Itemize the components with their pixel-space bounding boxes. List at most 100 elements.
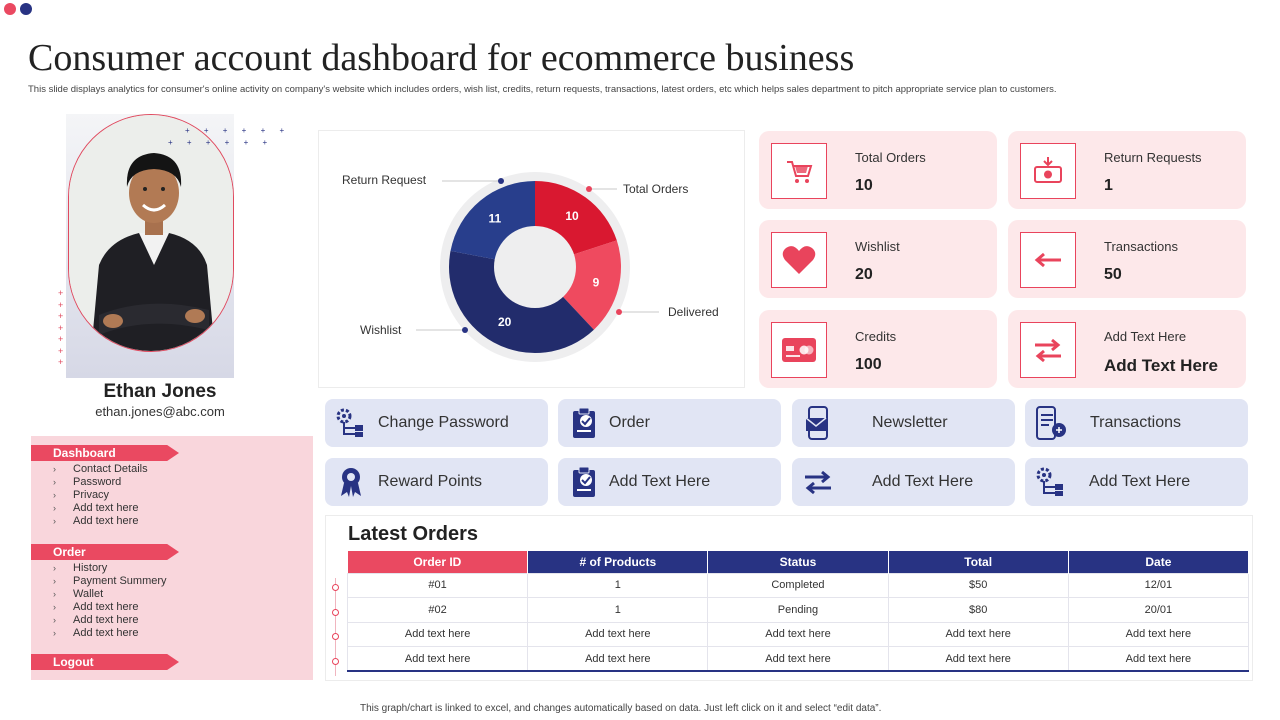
sidebar-item-add-text[interactable]: › Add text here <box>53 515 139 527</box>
stat-value: 10 <box>855 177 873 194</box>
stat-label: Wishlist <box>855 239 900 254</box>
sidebar-item-history[interactable]: › History <box>53 562 108 574</box>
sidebar-item-password[interactable]: › Password <box>53 476 122 488</box>
reward-points-button[interactable]: Reward Points <box>325 458 548 506</box>
cell-date: Add text here <box>1067 621 1250 647</box>
cell-order-id: #02 <box>346 597 529 623</box>
cell-date: 12/01 <box>1067 572 1250 598</box>
stat-card-return-requests[interactable]: Return Requests 1 <box>1008 131 1246 209</box>
donut-value-label: 11 <box>488 211 501 225</box>
stat-card-wishlist[interactable]: Wishlist 20 <box>759 220 997 298</box>
donut-value-label: 20 <box>498 315 512 329</box>
page-title: Consumer account dashboard for ecommerce… <box>28 37 855 79</box>
sidebar-item-wallet[interactable]: › Wallet <box>53 588 104 600</box>
table-header-row: Order ID # of Products Status Total Date <box>347 551 1250 573</box>
column-header-date[interactable]: Date <box>1068 551 1250 573</box>
stat-card-add-text[interactable]: Add Text Here Add Text Here <box>1008 310 1246 388</box>
leader-lines <box>416 180 659 331</box>
donut-value-label: 10 <box>565 209 579 223</box>
credit-card-icon <box>771 322 827 378</box>
table-row[interactable]: #01 1 Completed $50 12/01 <box>346 572 1250 598</box>
gear-network-icon <box>1033 464 1069 500</box>
stat-card-total-orders[interactable]: Total Orders 10 <box>759 131 997 209</box>
leader-dot-return <box>498 178 504 184</box>
profile-photo <box>66 114 236 380</box>
shopping-cart-icon <box>771 143 827 199</box>
cell-products: Add text here <box>527 621 709 647</box>
sidebar-item-add-text[interactable]: › Add text here <box>53 502 139 514</box>
order-label: Order <box>609 414 650 431</box>
sidebar-item-add-text[interactable]: › Add text here <box>53 601 139 613</box>
row-marker <box>330 578 344 603</box>
gear-network-icon <box>333 405 369 441</box>
sidebar-item-payment-summery[interactable]: › Payment Summery <box>53 575 167 587</box>
cell-total: Add text here <box>887 621 1069 647</box>
cell-status: Completed <box>707 572 889 598</box>
legend-label-total-orders: Total Orders <box>623 182 689 196</box>
cell-status: Add text here <box>707 646 889 672</box>
sidebar-section-dashboard[interactable]: Dashboard <box>31 445 179 461</box>
stat-card-transactions[interactable]: Transactions 50 <box>1008 220 1246 298</box>
newsletter-button[interactable]: Newsletter <box>792 399 1015 447</box>
leader-dot-total <box>586 186 592 192</box>
stat-card-credits[interactable]: Credits 100 <box>759 310 997 388</box>
donut-chart-card: 10 9 20 11 Return Request Total Orders Deli… <box>318 130 745 388</box>
sidebar-item-privacy[interactable]: › Privacy <box>53 489 110 501</box>
add-text-label: Add Text Here <box>1089 473 1191 490</box>
cell-date: 20/01 <box>1067 597 1250 623</box>
cell-order-id: #01 <box>346 572 529 598</box>
table-row[interactable]: Add text here Add text here Add text her… <box>346 646 1250 672</box>
leader-dot-delivered <box>616 309 622 315</box>
donut-hole <box>494 226 576 308</box>
sidebar-section-order[interactable]: Order <box>31 544 179 560</box>
mobile-transaction-icon <box>1033 405 1069 441</box>
arrow-left-icon <box>1020 232 1076 288</box>
row-marker <box>330 627 344 652</box>
decorative-stars: + + + + + + <box>168 138 274 147</box>
mobile-mail-icon <box>800 405 836 441</box>
table-row[interactable]: Add text here Add text here Add text her… <box>346 621 1250 647</box>
stat-label: Transactions <box>1104 239 1178 254</box>
sidebar-item-contact-details[interactable]: › Contact Details <box>53 463 148 475</box>
table-row[interactable]: #02 1 Pending $80 20/01 <box>346 597 1250 623</box>
chevron-right-icon: › <box>53 602 56 612</box>
order-submenu: › History › Payment Summery › Wallet › Add t… <box>53 562 167 640</box>
stat-label: Add Text Here <box>1104 329 1187 344</box>
stat-value: 100 <box>855 356 882 373</box>
clipboard-order-icon <box>566 464 602 500</box>
add-text-button[interactable]: Add Text Here <box>792 458 1015 506</box>
cell-status: Pending <box>707 597 889 623</box>
order-button[interactable]: Order <box>558 399 781 447</box>
column-header-order-id[interactable]: Order ID <box>347 551 529 573</box>
column-header-products[interactable]: # of Products <box>527 551 709 573</box>
change-password-button[interactable]: Change Password <box>325 399 548 447</box>
sidebar-item-add-text[interactable]: › Add text here <box>53 627 139 639</box>
legend-label-wishlist: Wishlist <box>360 323 402 337</box>
page-subtitle: This slide displays analytics for consum… <box>28 84 1057 95</box>
avatar <box>68 114 234 352</box>
add-text-button[interactable]: Add Text Here <box>558 458 781 506</box>
cell-products: Add text here <box>527 646 709 672</box>
decorative-stars: + + + + + + <box>185 126 291 135</box>
column-header-total[interactable]: Total <box>888 551 1069 573</box>
red-dot <box>4 3 16 15</box>
heart-icon <box>771 232 827 288</box>
cell-products: 1 <box>527 597 709 623</box>
change-password-label: Change Password <box>378 414 509 431</box>
donut-value-label: 9 <box>593 276 600 290</box>
chevron-right-icon: › <box>53 589 56 599</box>
sidebar-item-add-text[interactable]: › Add text here <box>53 614 139 626</box>
donut-chart: 10 9 20 11 <box>416 172 659 362</box>
chevron-right-icon: › <box>53 516 56 526</box>
cell-date: Add text here <box>1067 646 1250 672</box>
profile-email[interactable]: ethan.jones@abc.com <box>95 404 225 419</box>
decorative-pluses: + + + + + + + <box>58 288 64 367</box>
add-text-button[interactable]: Add Text Here <box>1025 458 1248 506</box>
stat-value: 20 <box>855 266 873 283</box>
reward-points-label: Reward Points <box>378 473 483 490</box>
sidebar-section-logout[interactable]: Logout <box>31 654 179 670</box>
clipboard-order-icon <box>566 405 602 441</box>
profile-name: Ethan Jones <box>103 381 217 402</box>
column-header-status[interactable]: Status <box>707 551 889 573</box>
transactions-button[interactable]: Transactions <box>1025 399 1248 447</box>
